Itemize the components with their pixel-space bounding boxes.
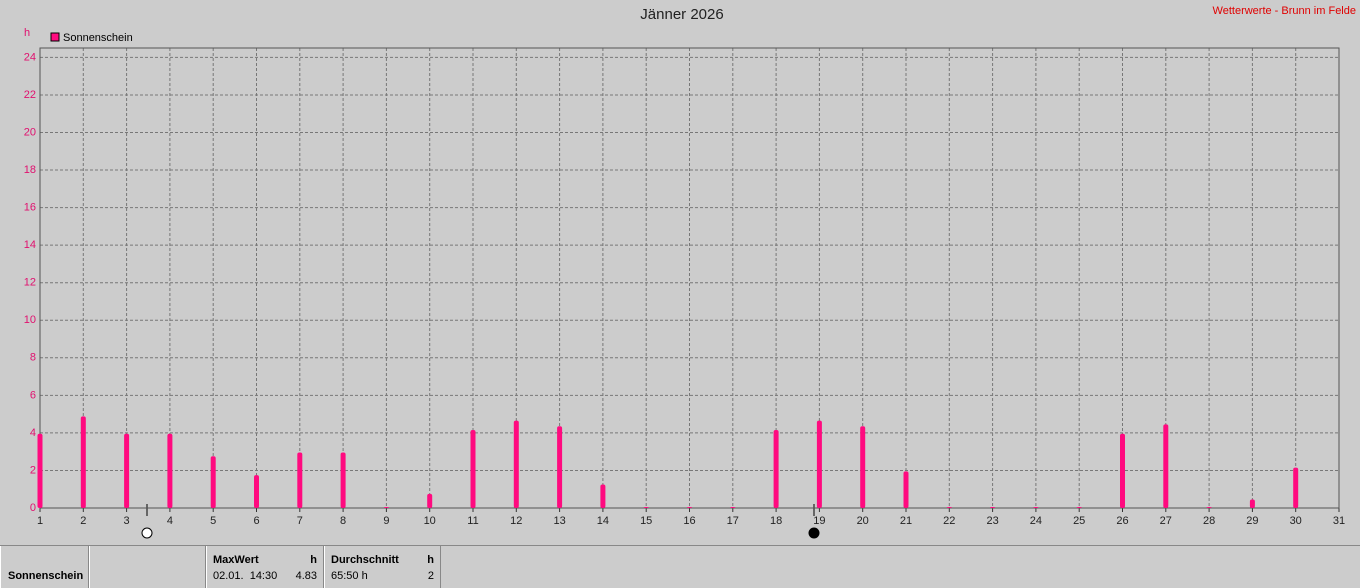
chart-title: Jänner 2026 bbox=[640, 6, 723, 23]
x-tick-label: 31 bbox=[1333, 515, 1345, 527]
bar bbox=[37, 433, 43, 508]
x-tick-label: 25 bbox=[1073, 515, 1085, 527]
x-tick-label: 21 bbox=[900, 515, 912, 527]
x-tick-label: 28 bbox=[1203, 515, 1215, 527]
bar bbox=[1163, 424, 1169, 508]
bar bbox=[600, 484, 606, 508]
y-tick-label: 22 bbox=[24, 89, 36, 101]
stats-cell bbox=[89, 546, 206, 588]
bar bbox=[946, 507, 952, 508]
bar bbox=[80, 416, 86, 508]
y-tick-label: 0 bbox=[30, 502, 36, 514]
x-tick-label: 27 bbox=[1160, 515, 1172, 527]
bar bbox=[1293, 467, 1299, 508]
y-axis-label: h bbox=[24, 27, 30, 39]
bar bbox=[990, 507, 996, 508]
source: Wetterwerte - Brunn im Felde bbox=[1213, 5, 1356, 17]
chart: Jänner 2026 Wetterwerte - Brunn im Felde… bbox=[24, 5, 1356, 539]
header: Durchschnitt bbox=[331, 554, 399, 566]
bar bbox=[297, 452, 303, 508]
bar bbox=[773, 430, 779, 508]
bar bbox=[860, 426, 866, 508]
x-tick-label: 15 bbox=[640, 515, 652, 527]
bar bbox=[730, 507, 736, 508]
bar bbox=[427, 493, 433, 508]
bar bbox=[340, 452, 346, 508]
x-tick-label: 11 bbox=[467, 515, 478, 527]
y-tick-label: 24 bbox=[24, 51, 36, 63]
bar bbox=[513, 420, 519, 508]
x-tick-label: 4 bbox=[167, 515, 173, 527]
x-tick-label: 14 bbox=[597, 515, 609, 527]
bar bbox=[167, 433, 173, 508]
bar bbox=[557, 426, 563, 508]
x-tick-label: 9 bbox=[383, 515, 389, 527]
bar bbox=[470, 430, 476, 508]
stats-cell: MaxWert h 02.01. 14:30 4.83 bbox=[206, 546, 324, 588]
x-tick-label: 18 bbox=[770, 515, 782, 527]
x-tick-label: 30 bbox=[1290, 515, 1302, 527]
x-tick-label: 16 bbox=[683, 515, 695, 527]
bar bbox=[816, 420, 822, 508]
bar bbox=[210, 456, 216, 508]
x-tick-label: 3 bbox=[124, 515, 130, 527]
x-tick-label: 12 bbox=[510, 515, 522, 527]
bar bbox=[1120, 433, 1125, 508]
x-tick-label: 22 bbox=[943, 515, 955, 527]
bar bbox=[383, 507, 389, 508]
x-tick-label: 20 bbox=[857, 515, 869, 527]
value: 4.83 bbox=[295, 570, 317, 582]
y-tick-label: 14 bbox=[24, 239, 36, 251]
bar bbox=[687, 507, 692, 508]
bar bbox=[903, 471, 909, 508]
value: 2 bbox=[427, 570, 434, 582]
x-tick-label: 5 bbox=[210, 515, 216, 527]
stats-cell: Durchschnitt h 65:50 h 2 bbox=[324, 546, 441, 588]
unit: h bbox=[427, 554, 434, 566]
moon-icon bbox=[141, 527, 153, 539]
y-tick-label: 4 bbox=[30, 427, 36, 439]
row-label: Sonnenschein bbox=[8, 570, 84, 582]
x-tick-label: 26 bbox=[1116, 515, 1128, 527]
x-tick-label: 17 bbox=[727, 515, 739, 527]
y-tick-label: 2 bbox=[30, 464, 36, 476]
x-tick-label: 1 bbox=[37, 515, 43, 527]
x-tick-label: 2 bbox=[80, 515, 86, 527]
header: MaxWert bbox=[213, 554, 259, 566]
stats-cell: Sonnenschein bbox=[0, 546, 89, 588]
legend-label: Sonnenschein bbox=[63, 32, 133, 44]
x-tick-label: 7 bbox=[297, 515, 303, 527]
time: 02.01. 14:30 bbox=[213, 570, 278, 582]
y-tick-label: 18 bbox=[24, 164, 36, 176]
bar bbox=[124, 433, 130, 508]
bar bbox=[643, 507, 649, 508]
unit: h bbox=[310, 554, 317, 566]
stats-panel: Sonnenschein MaxWert h 02.01. 14:30 4.83… bbox=[0, 545, 1360, 588]
x-tick-label: 8 bbox=[340, 515, 346, 527]
y-tick-label: 6 bbox=[30, 389, 36, 401]
bar bbox=[254, 475, 259, 508]
bar bbox=[1033, 507, 1039, 508]
x-tick-label: 19 bbox=[813, 515, 825, 527]
x-tick-label: 23 bbox=[986, 515, 998, 527]
y-tick-label: 10 bbox=[24, 314, 36, 326]
x-tick-label: 6 bbox=[253, 515, 259, 527]
bar bbox=[1076, 507, 1082, 508]
y-tick-label: 20 bbox=[24, 126, 36, 138]
x-tick-label: 24 bbox=[1030, 515, 1042, 527]
moon-icon bbox=[808, 527, 820, 539]
y-tick-label: 16 bbox=[24, 201, 36, 213]
legend-swatch bbox=[50, 32, 60, 42]
bar bbox=[1206, 507, 1212, 508]
bar bbox=[1249, 499, 1255, 508]
x-tick-label: 29 bbox=[1246, 515, 1258, 527]
y-tick-label: 12 bbox=[24, 277, 36, 289]
total: 65:50 h bbox=[331, 570, 368, 582]
x-tick-label: 10 bbox=[424, 515, 436, 527]
y-tick-label: 8 bbox=[30, 352, 36, 364]
x-tick-label: 13 bbox=[553, 515, 565, 527]
